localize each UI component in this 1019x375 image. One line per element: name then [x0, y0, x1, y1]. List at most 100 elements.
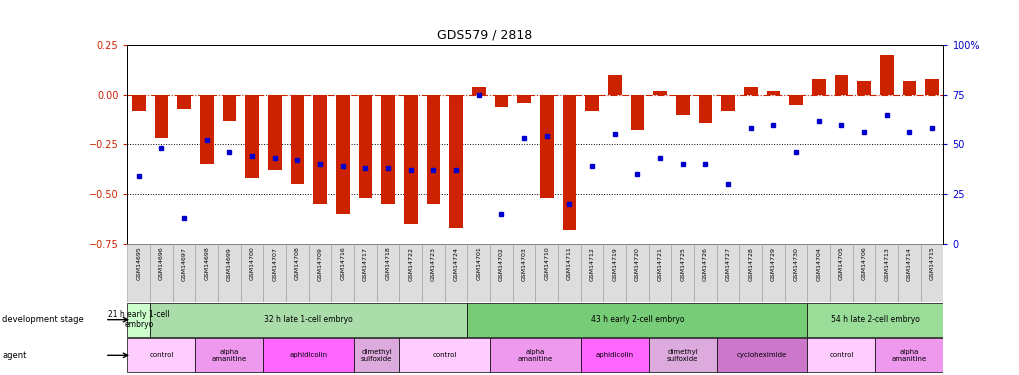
Bar	[539, 95, 553, 198]
Bar	[331, 244, 354, 302]
Bar	[789, 95, 802, 105]
Bar	[218, 244, 240, 302]
Text: GSM14721: GSM14721	[657, 247, 662, 280]
Text: alpha
amanitine: alpha amanitine	[891, 349, 926, 362]
Text: GSM14707: GSM14707	[272, 247, 277, 280]
Text: GSM14713: GSM14713	[883, 247, 889, 280]
Text: GSM14722: GSM14722	[408, 247, 413, 280]
Bar	[517, 95, 531, 103]
Bar	[263, 244, 286, 302]
Text: GSM14725: GSM14725	[680, 247, 685, 280]
Bar	[807, 338, 874, 372]
Bar	[426, 95, 440, 204]
Bar	[127, 244, 150, 302]
Bar	[354, 338, 399, 372]
Text: GSM14708: GSM14708	[294, 247, 300, 280]
Text: agent: agent	[2, 351, 26, 360]
Text: GDS579 / 2818: GDS579 / 2818	[436, 28, 532, 41]
Bar	[381, 95, 394, 204]
Text: 21 h early 1-cell
embryo: 21 h early 1-cell embryo	[108, 310, 169, 329]
Bar	[127, 303, 150, 337]
Bar	[852, 244, 874, 302]
Text: dimethyl
sulfoxide: dimethyl sulfoxide	[666, 349, 698, 362]
Text: GSM14718: GSM14718	[385, 247, 390, 280]
Text: GSM14697: GSM14697	[181, 247, 186, 280]
Bar	[404, 95, 417, 224]
Text: GSM14729: GSM14729	[770, 247, 775, 280]
Bar	[557, 244, 580, 302]
Text: GSM14695: GSM14695	[137, 247, 142, 280]
Bar	[535, 244, 557, 302]
Bar	[222, 95, 236, 120]
Bar	[676, 95, 689, 115]
Bar	[449, 95, 463, 228]
Bar	[630, 95, 644, 130]
Bar	[811, 79, 824, 95]
Bar	[313, 95, 327, 204]
Text: GSM14715: GSM14715	[928, 247, 933, 280]
Bar	[580, 338, 648, 372]
Bar	[290, 95, 304, 184]
Bar	[834, 75, 848, 95]
Text: cycloheximide: cycloheximide	[737, 352, 787, 358]
Bar	[898, 244, 920, 302]
Text: GSM14702: GSM14702	[498, 247, 503, 280]
Text: GSM14699: GSM14699	[227, 247, 231, 280]
Bar	[399, 338, 490, 372]
Text: aphidicolin: aphidicolin	[595, 352, 633, 358]
Text: GSM14698: GSM14698	[204, 247, 209, 280]
Bar	[150, 244, 172, 302]
Bar	[472, 87, 485, 95]
Bar	[648, 244, 671, 302]
Text: control: control	[828, 352, 853, 358]
Text: dimethyl
sulfoxide: dimethyl sulfoxide	[361, 349, 392, 362]
Bar	[607, 75, 621, 95]
Bar	[920, 244, 943, 302]
Text: control: control	[149, 352, 173, 358]
Bar	[716, 338, 807, 372]
Bar	[857, 81, 870, 95]
Bar	[196, 338, 263, 372]
Bar	[562, 95, 576, 230]
Bar	[196, 244, 218, 302]
Bar	[494, 95, 507, 106]
Text: GSM14719: GSM14719	[611, 247, 616, 280]
Bar	[490, 338, 580, 372]
Bar	[150, 303, 467, 337]
Bar	[743, 87, 757, 95]
Bar	[716, 244, 739, 302]
Bar	[784, 244, 807, 302]
Text: GSM14726: GSM14726	[702, 247, 707, 280]
Bar	[354, 244, 376, 302]
Bar	[585, 95, 598, 111]
Bar	[829, 244, 852, 302]
Text: aphidicolin: aphidicolin	[289, 352, 327, 358]
Text: GSM14727: GSM14727	[725, 247, 730, 280]
Bar	[335, 95, 350, 214]
Bar	[240, 244, 263, 302]
Bar	[467, 303, 807, 337]
Bar	[490, 244, 513, 302]
Text: GSM14710: GSM14710	[544, 247, 549, 280]
Text: GSM14704: GSM14704	[815, 247, 820, 280]
Text: GSM14696: GSM14696	[159, 247, 164, 280]
Bar	[246, 95, 259, 178]
Bar	[766, 91, 780, 95]
Bar	[172, 244, 196, 302]
Bar	[127, 338, 196, 372]
Bar	[874, 244, 898, 302]
Bar	[513, 244, 535, 302]
Bar	[879, 55, 893, 95]
Text: GSM14703: GSM14703	[521, 247, 526, 280]
Bar	[359, 95, 372, 198]
Bar	[268, 95, 281, 170]
Bar	[698, 95, 711, 123]
Bar	[626, 244, 648, 302]
Bar	[739, 244, 761, 302]
Text: development stage: development stage	[2, 315, 84, 324]
Bar	[653, 91, 666, 95]
Bar	[422, 244, 444, 302]
Bar	[720, 95, 735, 111]
Text: GSM14712: GSM14712	[589, 247, 594, 280]
Text: GSM14720: GSM14720	[635, 247, 639, 280]
